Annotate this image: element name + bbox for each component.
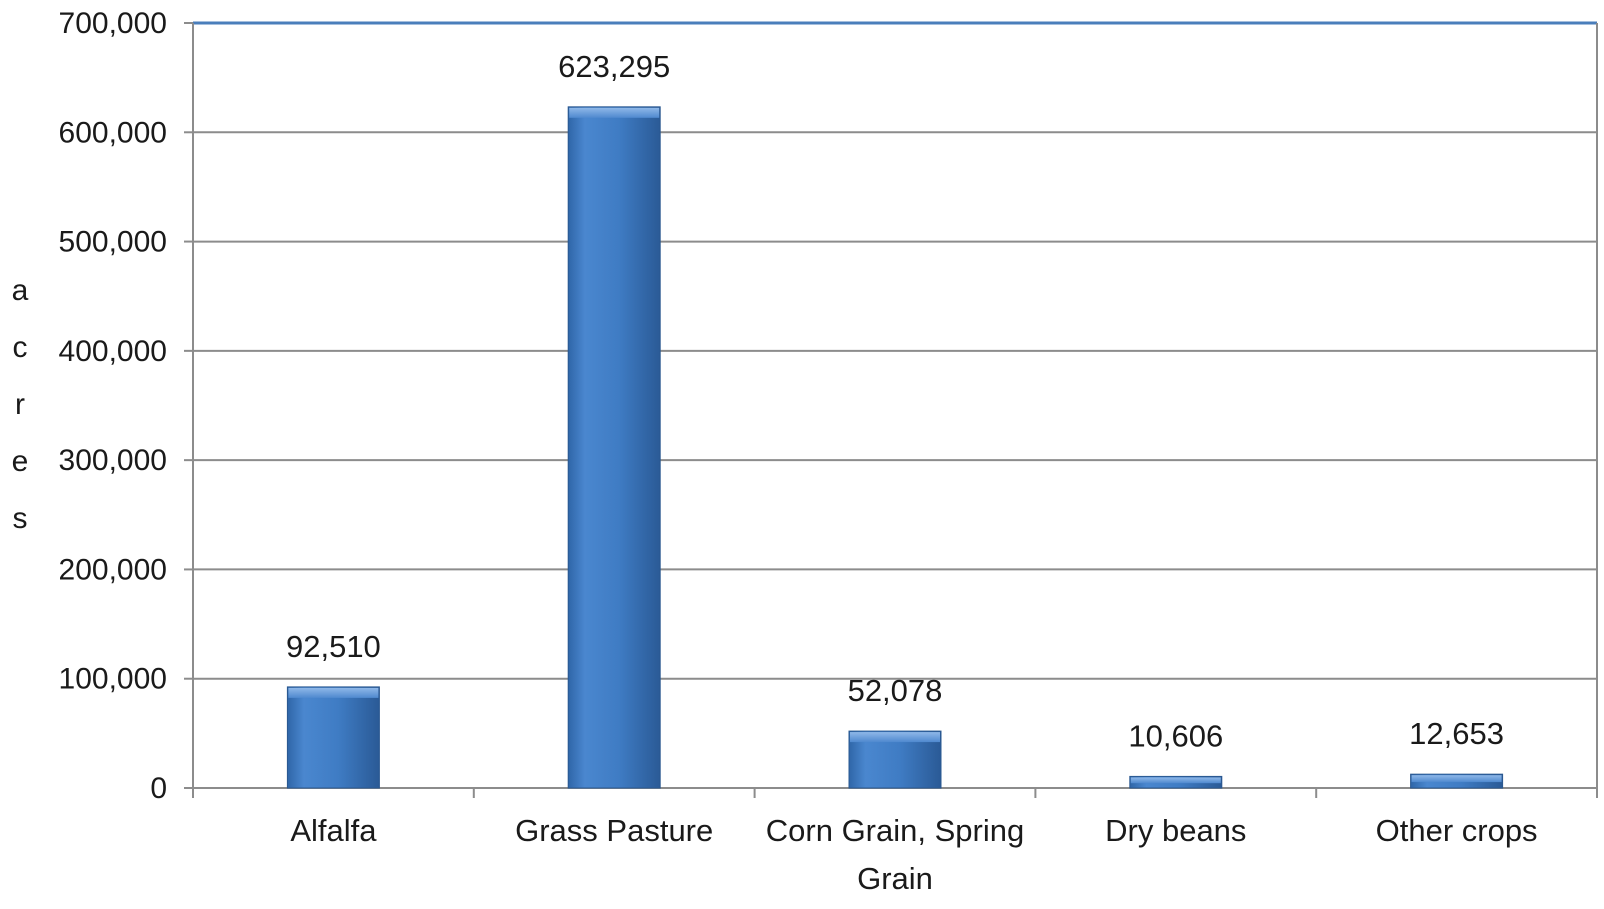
- data-label: 52,078: [848, 673, 943, 708]
- bar: [567, 106, 661, 789]
- bar-highlight: [1411, 775, 1502, 783]
- data-label: 623,295: [558, 49, 670, 84]
- bar: [286, 686, 380, 789]
- category-label: Dry beans: [1105, 813, 1246, 848]
- data-label: 10,606: [1128, 718, 1223, 753]
- category-label: Grass Pasture: [515, 813, 713, 848]
- y-tick-label: 200,000: [59, 553, 167, 586]
- y-tick-label: 100,000: [59, 663, 167, 696]
- bar-highlight: [288, 687, 379, 698]
- y-tick-label: 0: [150, 772, 167, 805]
- bar-highlight: [1130, 777, 1221, 784]
- bar-highlight: [569, 107, 660, 118]
- labels: 92,510 Alfalfa 623,295 Grass Pasture 52,078 C…: [12, 49, 1538, 896]
- category-label: Other crops: [1376, 813, 1538, 848]
- category-label: Corn Grain, Spring Grain: [766, 813, 1024, 896]
- y-tick-label: 700,000: [59, 7, 167, 40]
- bar-highlight: [850, 732, 940, 743]
- gridlines: [193, 22, 1597, 680]
- data-label: 92,510: [286, 629, 381, 664]
- y-tick-label: 600,000: [59, 116, 167, 149]
- category-label: Alfalfa: [290, 813, 377, 848]
- axes: 0 100,000 200,000 300,000 400,000 500,000 600,…: [59, 7, 1598, 805]
- bars: [286, 106, 1504, 789]
- data-label: 12,653: [1409, 716, 1504, 751]
- y-tick-label: 400,000: [59, 335, 167, 368]
- y-tick-label: 500,000: [59, 226, 167, 259]
- y-tick-label: 300,000: [59, 444, 167, 477]
